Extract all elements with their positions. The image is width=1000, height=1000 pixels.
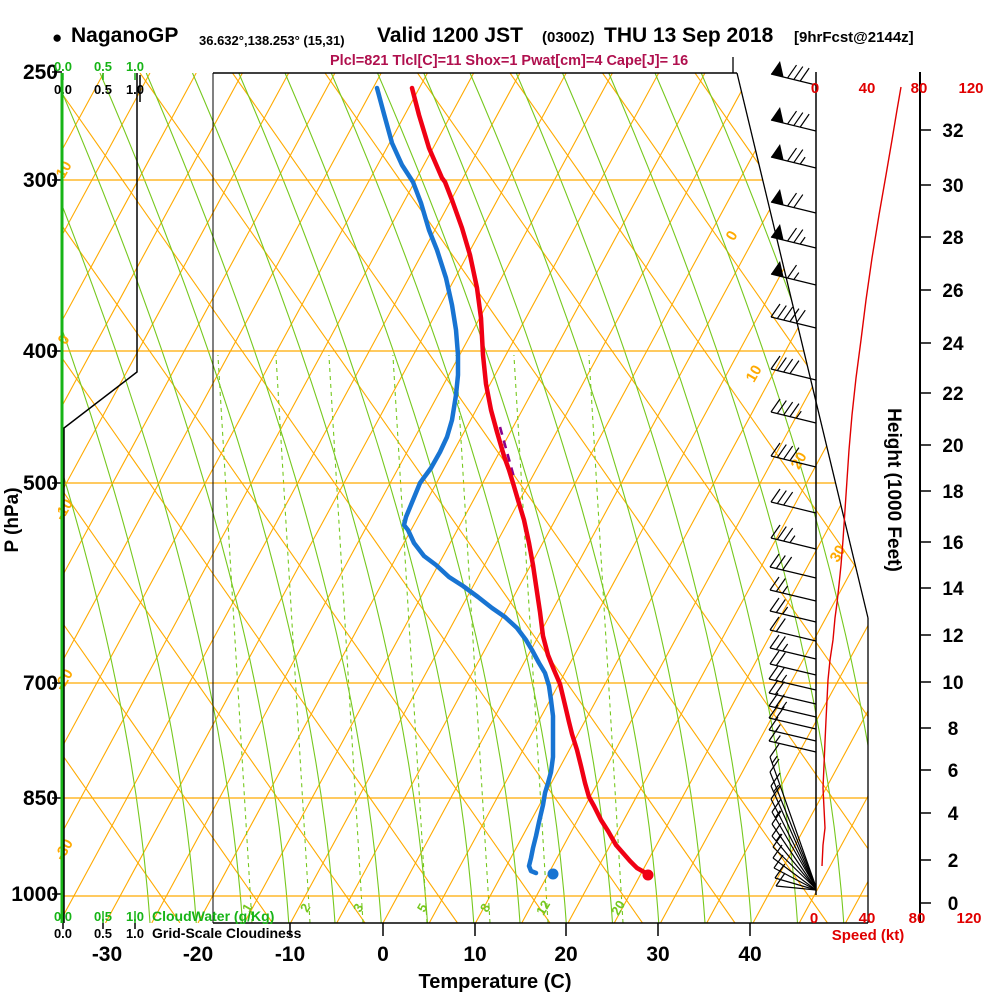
svg-text:1.0: 1.0 [126, 59, 144, 74]
svg-text:12: 12 [533, 898, 553, 918]
svg-text:20: 20 [554, 943, 577, 966]
forecast-hour: [9hrFcst@2144z] [794, 29, 914, 46]
svg-text:32: 32 [942, 121, 963, 142]
svg-text:-20: -20 [183, 943, 213, 966]
svg-text:-10: -10 [275, 943, 305, 966]
svg-text:0.5: 0.5 [94, 82, 112, 97]
svg-text:Height (1000 Feet): Height (1000 Feet) [883, 408, 904, 572]
svg-text:P (hPa): P (hPa) [2, 487, 23, 552]
svg-text:Grid-Scale Cloudiness: Grid-Scale Cloudiness [152, 925, 302, 941]
svg-text:300: 300 [23, 169, 58, 192]
svg-text:1000: 1000 [11, 883, 58, 906]
svg-text:0.5: 0.5 [94, 926, 112, 941]
svg-text:10: 10 [463, 943, 486, 966]
svg-text:10: 10 [743, 362, 766, 385]
svg-text:18: 18 [942, 482, 963, 503]
valid-time: Valid 1200 JST [377, 24, 523, 47]
valid-date: THU 13 Sep 2018 [604, 24, 774, 47]
station-bullet-icon: ● [52, 28, 63, 47]
stability-indices-line: Plcl=821 Tlcl[C]=11 Shox=1 Pwat[cm]=4 Ca… [330, 53, 689, 69]
svg-text:0: 0 [377, 943, 389, 966]
svg-text:24: 24 [942, 334, 964, 355]
svg-text:Speed (kt): Speed (kt) [832, 927, 905, 944]
svg-text:120: 120 [958, 80, 983, 97]
svg-text:CloudWater (g/Kg): CloudWater (g/Kg) [152, 908, 274, 924]
svg-text:30: 30 [942, 176, 963, 197]
station-name: NaganoGP [71, 24, 179, 47]
svg-text:0: 0 [810, 910, 818, 927]
svg-text:2: 2 [297, 901, 314, 915]
svg-text:10: 10 [53, 158, 76, 181]
svg-text:40: 40 [859, 80, 876, 97]
svg-text:5: 5 [414, 901, 431, 915]
svg-text:16: 16 [942, 533, 963, 554]
svg-text:Temperature (C): Temperature (C) [419, 971, 572, 993]
svg-text:4: 4 [948, 804, 959, 825]
svg-text:1.0: 1.0 [126, 82, 144, 97]
svg-text:0: 0 [811, 80, 819, 97]
svg-text:22: 22 [942, 384, 963, 405]
svg-text:500: 500 [23, 472, 58, 495]
svg-text:80: 80 [911, 80, 928, 97]
svg-text:20: 20 [608, 898, 628, 918]
svg-text:0.5: 0.5 [94, 59, 112, 74]
svg-text:10: 10 [942, 673, 963, 694]
svg-text:0.0: 0.0 [54, 59, 72, 74]
svg-text:40: 40 [859, 910, 876, 927]
svg-text:8: 8 [948, 719, 959, 740]
svg-text:0: 0 [948, 894, 959, 915]
svg-text:6: 6 [948, 761, 959, 782]
svg-text:-30: -30 [92, 943, 122, 966]
svg-text:80: 80 [909, 910, 926, 927]
svg-text:250: 250 [23, 61, 58, 84]
svg-text:20: 20 [942, 436, 963, 457]
station-coordinates: 36.632°,138.253° (15,31) [199, 33, 345, 48]
svg-text:400: 400 [23, 340, 58, 363]
valid-time-utc: (0300Z) [542, 29, 595, 46]
svg-text:0: 0 [723, 228, 742, 244]
svg-text:26: 26 [942, 281, 963, 302]
svg-text:0.5: 0.5 [94, 909, 112, 924]
svg-text:700: 700 [23, 672, 58, 695]
svg-text:120: 120 [956, 910, 981, 927]
svg-text:0.0: 0.0 [54, 926, 72, 941]
svg-text:28: 28 [942, 228, 963, 249]
svg-text:12: 12 [942, 626, 963, 647]
svg-text:3: 3 [350, 901, 367, 915]
svg-text:30: 30 [646, 943, 669, 966]
svg-text:1.0: 1.0 [126, 926, 144, 941]
svg-text:1.0: 1.0 [126, 909, 144, 924]
svg-text:14: 14 [942, 579, 964, 600]
svg-text:2: 2 [948, 851, 959, 872]
svg-text:850: 850 [23, 787, 58, 810]
svg-text:40: 40 [738, 943, 761, 966]
svg-text:30: 30 [827, 542, 850, 565]
svg-text:8: 8 [477, 901, 494, 915]
